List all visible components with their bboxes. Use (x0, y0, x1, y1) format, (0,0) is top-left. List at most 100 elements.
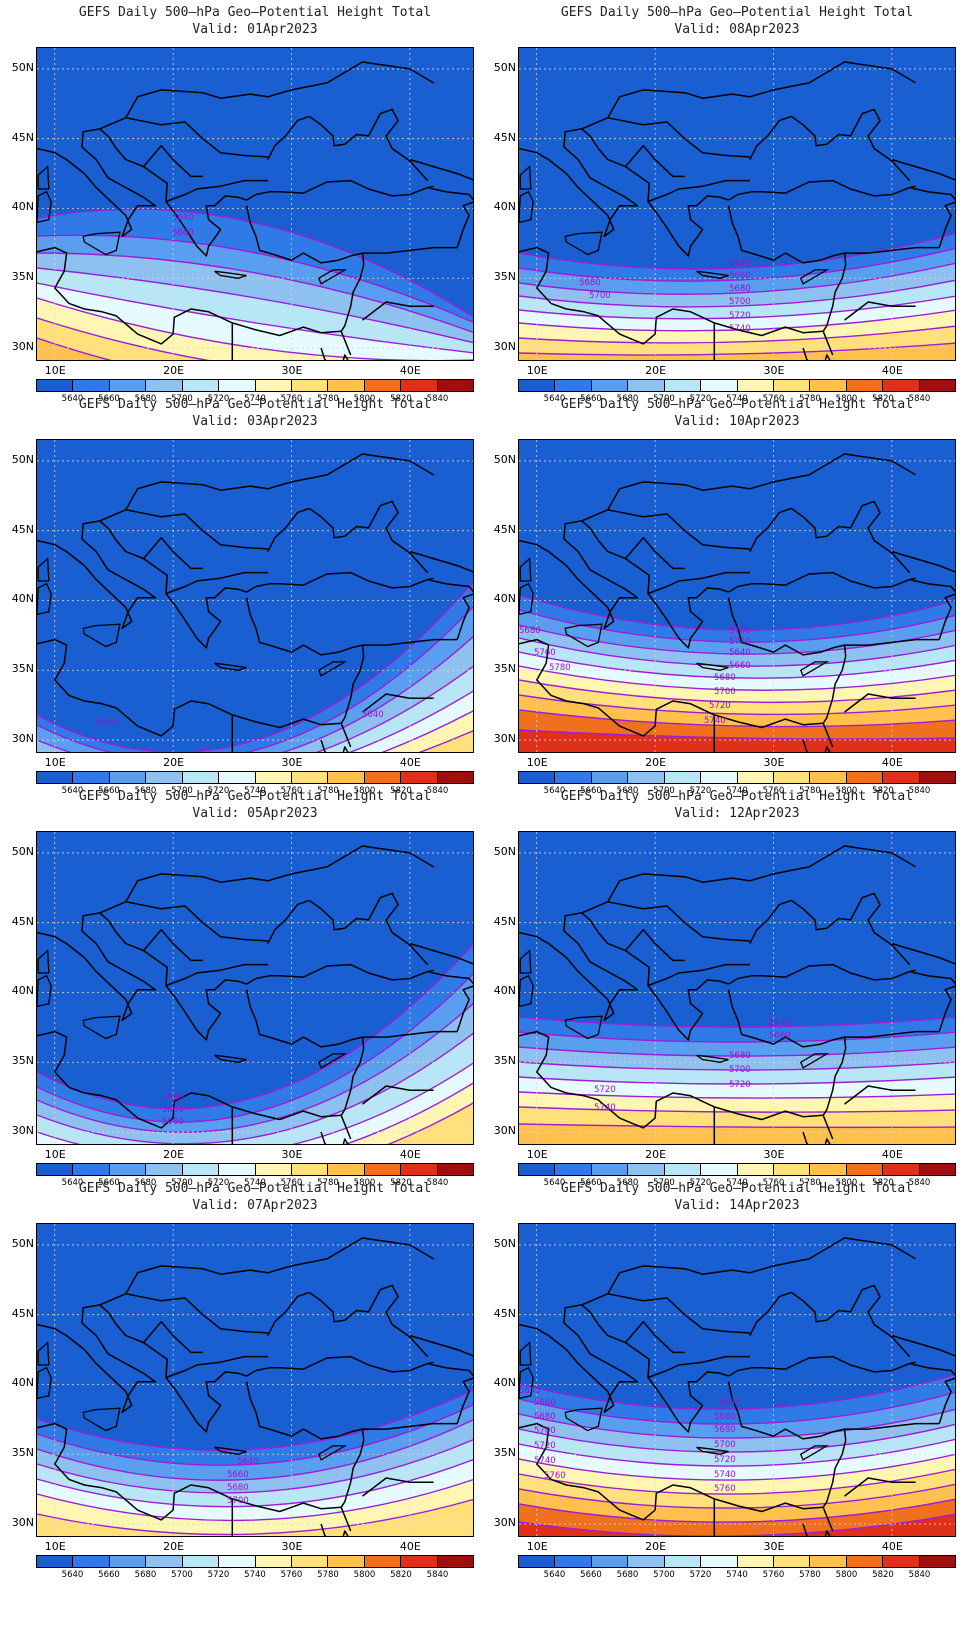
colorbar-label: 5780 (317, 786, 339, 796)
coastline (844, 638, 940, 646)
coastline (909, 1362, 955, 1377)
lat-tick-label: 45N (11, 130, 34, 144)
lon-tick-label: 10E (526, 756, 548, 769)
coastline (362, 1422, 458, 1430)
lon-tick-label: 30E (281, 756, 303, 769)
contour-line (37, 208, 473, 318)
colorbar-label: 5640 (61, 786, 84, 796)
coastline (320, 739, 349, 752)
coastline (581, 912, 729, 1041)
island-outline (82, 623, 121, 648)
coastline (340, 331, 352, 356)
lat-tick-label: 40N (493, 1376, 516, 1390)
colorbar-label: 5680 (616, 394, 639, 404)
coastline (427, 1362, 473, 1377)
contour-line (519, 1391, 955, 1425)
contour-label: 5700 (714, 687, 736, 697)
coastline (125, 117, 268, 158)
band-fill (37, 1499, 473, 1536)
colorbar-swatch (364, 380, 402, 391)
height-field-svg: 5680 570057205640566056805700572057405760… (519, 440, 955, 752)
lat-tick-label: 35N (11, 662, 34, 676)
colorbar-swatch (73, 1164, 110, 1175)
lon-tick-label: 30E (281, 1540, 303, 1553)
lat-tick-label: 30N (11, 1124, 34, 1138)
contour-label: 5720 (534, 1441, 556, 1451)
colorbar-swatch (328, 1164, 365, 1175)
band-fill (519, 1124, 955, 1144)
island-outline (519, 974, 534, 1008)
coastline (624, 536, 685, 570)
contour-label: 5720 (594, 1085, 616, 1095)
contour-line (37, 1062, 473, 1144)
lon-tick-label: 30E (763, 364, 785, 377)
coastline (165, 1355, 268, 1379)
colorbar-label: 5800 (835, 786, 858, 796)
colorbar-label: 5660 (98, 786, 120, 796)
contour-label: 5740 (594, 1103, 616, 1113)
colorbar-label: 5640 (61, 1178, 84, 1188)
coastline (456, 201, 473, 248)
lon-tick-label: 40E (881, 1148, 903, 1161)
colorbar-swatch (737, 380, 774, 391)
coastline (245, 989, 365, 1116)
colorbar-label: 5820 (390, 786, 412, 796)
lat-tick-label: 40N (11, 984, 34, 998)
contour-label: 5680 (534, 1412, 556, 1422)
colorbar (518, 379, 956, 392)
colorbar-swatch (773, 380, 811, 391)
coastline (938, 985, 955, 1032)
coastline (749, 500, 911, 574)
coastline (340, 1507, 352, 1532)
lon-tick-label: 20E (645, 1540, 667, 1553)
colorbar-swatch (519, 772, 556, 783)
panel-title: GEFS Daily 500–hPa Geo–Potential Height … (78, 1181, 432, 1196)
colorbar-swatch (364, 772, 402, 783)
lat-tick-label: 45N (493, 522, 516, 536)
island-outline (799, 661, 830, 677)
contour-line (519, 1373, 955, 1410)
colorbar-label: 5840 (426, 394, 449, 404)
island-outline (519, 1366, 534, 1400)
contour-line (519, 1498, 955, 1523)
island-outline (564, 231, 603, 256)
contour-line (519, 1483, 955, 1509)
contour-line (519, 232, 955, 270)
band-fill (37, 1479, 473, 1536)
contour-label: 5720 (729, 311, 751, 321)
colorbar-swatch (628, 772, 665, 783)
colorbar-swatch (219, 772, 256, 783)
colorbar-label: 5660 (580, 786, 602, 796)
colorbar-label: 5780 (799, 1570, 821, 1580)
colorbar-swatch (255, 380, 292, 391)
contour-line (519, 295, 955, 320)
contour-line (519, 729, 955, 740)
coastline (581, 61, 916, 130)
coastline (125, 1293, 268, 1334)
height-field-svg: 5640 5660 (37, 48, 473, 360)
coastline (245, 597, 365, 724)
contour-line (37, 1404, 473, 1466)
coastline (37, 1422, 342, 1521)
colorbar-label: 5660 (98, 394, 120, 404)
colorbar-label: 5780 (317, 394, 339, 404)
colorbar-label: 5680 (616, 786, 639, 796)
contour-line (37, 1032, 473, 1144)
contour-line (37, 606, 473, 752)
colorbar-swatch (291, 1164, 329, 1175)
colorbar-label: 5640 (543, 1178, 566, 1188)
colorbar-swatch (37, 1164, 74, 1175)
lat-tick-label: 50N (11, 452, 34, 466)
coastline (362, 638, 458, 646)
island-outline (37, 1341, 50, 1366)
lat-tick-label: 30N (493, 732, 516, 746)
contour-line (37, 1478, 473, 1522)
colorbar-label: 5780 (317, 1570, 339, 1580)
island-outline (317, 1053, 348, 1069)
band-fill (37, 318, 206, 360)
colorbar-label: 5660 (98, 1178, 120, 1188)
contour-line (519, 1438, 955, 1467)
coastline (320, 347, 349, 360)
island-outline (82, 1407, 121, 1432)
contour-label: 5700 (227, 1496, 249, 1506)
